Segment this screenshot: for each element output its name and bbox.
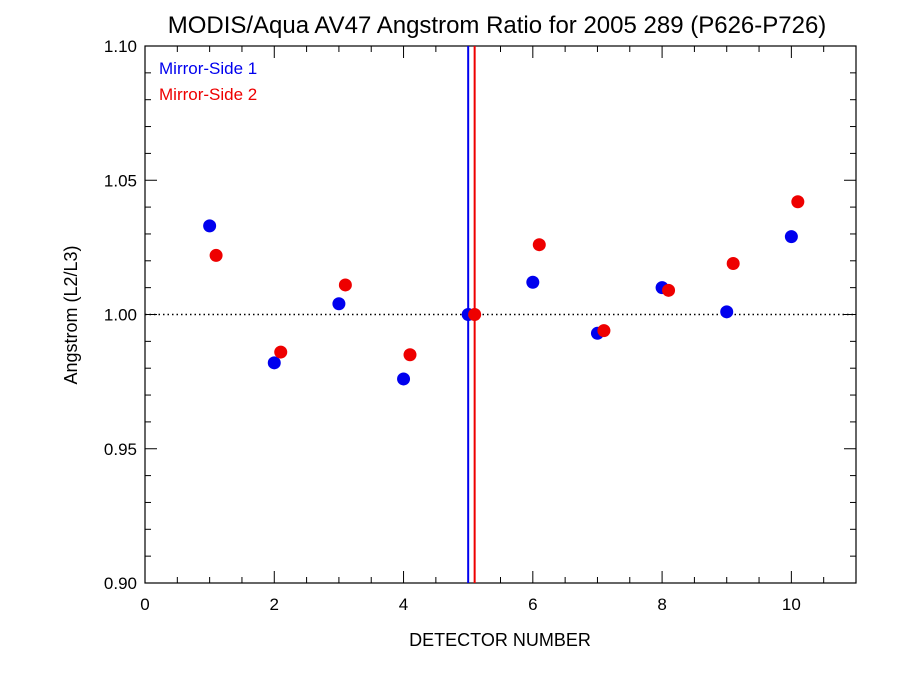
- data-point-series-2: [532, 238, 546, 252]
- data-point-series-1: [267, 356, 281, 370]
- x-tick-label: 8: [657, 595, 666, 614]
- data-point-series-2: [726, 256, 740, 270]
- data-point-series-1: [203, 219, 217, 233]
- data-point-series-1: [397, 372, 411, 386]
- data-point-series-2: [209, 248, 223, 262]
- data-point-series-2: [274, 345, 288, 359]
- data-point-series-1: [332, 297, 346, 311]
- y-tick-label: 1.00: [104, 306, 137, 325]
- x-tick-label: 0: [140, 595, 149, 614]
- x-tick-label: 2: [270, 595, 279, 614]
- data-point-series-2: [662, 283, 676, 297]
- data-point-series-2: [403, 348, 417, 362]
- x-tick-label: 10: [782, 595, 801, 614]
- data-point-series-2: [338, 278, 352, 292]
- x-axis-label: DETECTOR NUMBER: [409, 630, 591, 650]
- data-point-series-2: [791, 195, 805, 209]
- y-tick-label: 1.05: [104, 171, 137, 190]
- data-point-series-2: [597, 324, 611, 338]
- y-tick-label: 0.90: [104, 574, 137, 593]
- data-point-series-1: [784, 230, 798, 244]
- y-tick-label: 1.10: [104, 37, 137, 56]
- legend-entry-series-1: Mirror-Side 1: [159, 59, 257, 78]
- data-point-series-2: [468, 308, 482, 321]
- legend: Mirror-Side 1 Mirror-Side 2: [159, 59, 257, 104]
- x-tick-label: 4: [399, 595, 408, 614]
- y-tick-label: 0.95: [104, 440, 137, 459]
- y-axis-label: Angstrom (L2/L3): [61, 245, 81, 384]
- x-tick-label: 6: [528, 595, 537, 614]
- legend-entry-series-2: Mirror-Side 2: [159, 85, 257, 104]
- data-point-series-1: [720, 305, 734, 319]
- data-point-series-1: [526, 275, 540, 289]
- chart-title: MODIS/Aqua AV47 Angstrom Ratio for 2005 …: [168, 12, 827, 39]
- plot-area: 0 2 4 6 8 10 0.90 0.95 1.00 1.05 1.10: [104, 37, 857, 614]
